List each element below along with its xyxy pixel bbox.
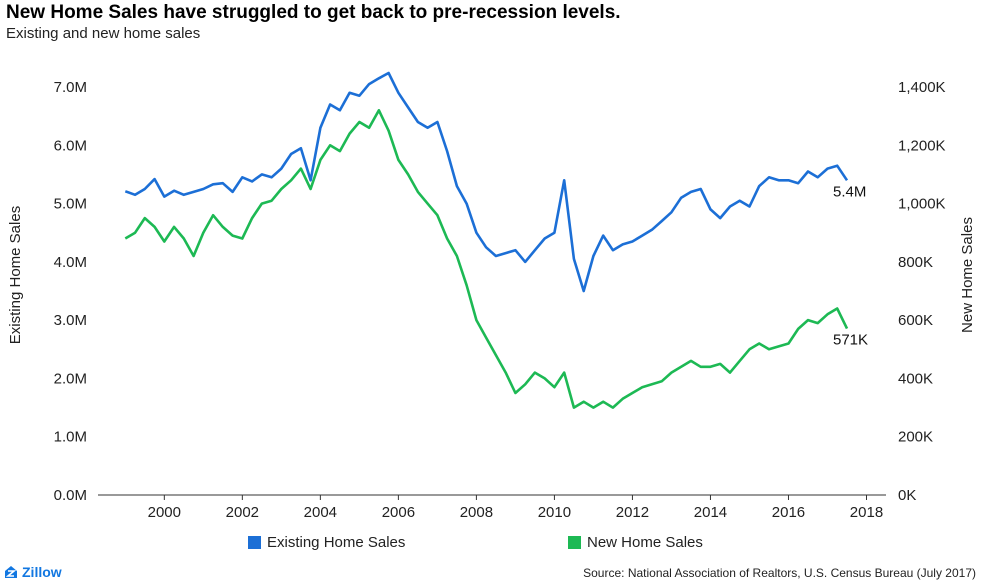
legend-swatch-existing (248, 536, 261, 549)
x-tick-label: 2000 (148, 504, 181, 521)
zillow-logo: Zillow (4, 564, 62, 580)
right-tick-label: 1,000K (898, 196, 946, 213)
right-axis: 0K 200K 400K 600K 800K 1,000K 1,200K 1,400K (898, 79, 946, 504)
brand-name: Zillow (22, 564, 62, 580)
left-axis-title: Existing Home Sales (7, 206, 24, 344)
zillow-icon (5, 566, 17, 578)
left-tick-label: 1.0M (54, 429, 87, 446)
x-tick-label: 2016 (772, 504, 805, 521)
x-tick-label: 2010 (538, 504, 571, 521)
left-tick-label: 7.0M (54, 79, 87, 96)
legend-item-new: New Home Sales (568, 534, 703, 551)
legend-label-existing: Existing Home Sales (267, 534, 406, 551)
x-tick-label: 2006 (382, 504, 415, 521)
right-tick-label: 200K (898, 429, 933, 446)
new-end-label: 571K (833, 332, 868, 349)
right-tick-label: 0K (898, 487, 916, 504)
left-tick-label: 4.0M (54, 254, 87, 271)
chart-title: New Home Sales have struggled to get bac… (6, 2, 621, 23)
existing-home-sales-line (124, 71, 849, 293)
x-axis: 2000 2002 2004 2006 2008 2010 2012 2014 2016 2018 (98, 494, 886, 521)
left-axis: 0.0M 1.0M 2.0M 3.0M 4.0M 5.0M 6.0M 7.0M (54, 79, 87, 504)
x-tick-label: 2008 (460, 504, 493, 521)
right-tick-label: 1,400K (898, 79, 946, 96)
left-tick-label: 5.0M (54, 196, 87, 213)
right-tick-label: 800K (898, 254, 933, 271)
legend-label-new: New Home Sales (587, 534, 703, 551)
existing-end-label: 5.4M (833, 183, 866, 200)
right-tick-label: 600K (898, 312, 933, 329)
right-tick-label: 400K (898, 370, 933, 387)
left-tick-label: 0.0M (54, 487, 87, 504)
right-axis-title: New Home Sales (959, 217, 976, 333)
x-tick-label: 2004 (304, 504, 337, 521)
x-tick-label: 2002 (226, 504, 259, 521)
x-tick-label: 2014 (694, 504, 727, 521)
source-note: Source: National Association of Realtors… (583, 566, 976, 580)
x-tick-label: 2012 (616, 504, 649, 521)
series-layer: 5.4M 571K (124, 71, 868, 409)
chart-subtitle: Existing and new home sales (6, 25, 201, 42)
right-tick-label: 1,200K (898, 137, 946, 154)
legend-swatch-new (568, 536, 581, 549)
legend-item-existing: Existing Home Sales (248, 534, 405, 551)
left-tick-label: 6.0M (54, 137, 87, 154)
x-tick-label: 2018 (850, 504, 883, 521)
left-tick-label: 3.0M (54, 312, 87, 329)
left-tick-label: 2.0M (54, 370, 87, 387)
new-home-sales-line (124, 109, 849, 409)
